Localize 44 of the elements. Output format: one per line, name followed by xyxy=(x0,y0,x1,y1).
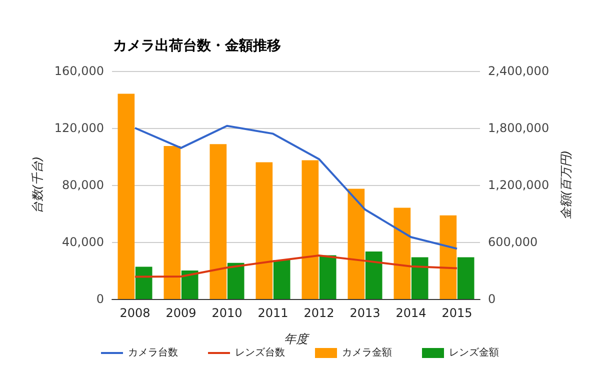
x-tick-label: 2015 xyxy=(442,306,472,320)
bar xyxy=(440,215,457,299)
bar xyxy=(302,160,319,299)
bar xyxy=(319,255,336,299)
y-tick-label: 0 xyxy=(96,292,104,306)
y2-tick-label: 1,800,000 xyxy=(488,121,550,135)
x-tick-label: 2009 xyxy=(166,306,196,320)
legend-label: カメラ台数 xyxy=(128,346,178,358)
y-tick-label: 80,000 xyxy=(62,178,104,192)
x-tick-label: 2014 xyxy=(396,306,426,320)
x-tick-label: 2013 xyxy=(350,306,380,320)
line-series xyxy=(134,254,458,278)
y-tick-label: 40,000 xyxy=(62,235,104,249)
x-tick-label: 2008 xyxy=(120,306,150,320)
legend-label: レンズ金額 xyxy=(449,346,499,358)
x-tick-label: 2012 xyxy=(304,306,334,320)
chart-title: カメラ出荷台数・金額推移 xyxy=(113,37,281,54)
y2-tick-label: 600,000 xyxy=(488,235,538,249)
y2-tick-label: 1,200,000 xyxy=(488,178,550,192)
x-axis-title: 年度 xyxy=(284,332,310,346)
y-tick-label: 160,000 xyxy=(54,64,104,78)
legend-label: レンズ台数 xyxy=(235,346,285,358)
bar xyxy=(164,146,181,299)
y2-tick-label: 2,400,000 xyxy=(488,64,550,78)
bar xyxy=(227,262,244,299)
bar xyxy=(210,144,227,299)
bar xyxy=(135,266,152,299)
bar xyxy=(348,188,365,299)
y2-tick-label: 0 xyxy=(488,292,496,306)
x-tick-label: 2011 xyxy=(258,306,288,320)
line-series xyxy=(134,124,458,250)
bar xyxy=(457,257,474,299)
y-tick-label: 120,000 xyxy=(54,121,104,135)
bar xyxy=(411,257,428,299)
bar xyxy=(273,260,290,299)
bar xyxy=(118,94,135,299)
legend-label: カメラ金額 xyxy=(342,346,392,358)
bar xyxy=(256,162,273,299)
bar xyxy=(181,270,198,299)
bar xyxy=(365,252,382,299)
x-tick-label: 2010 xyxy=(212,306,242,320)
bar xyxy=(394,208,411,299)
y-axis-title: 台数(千台) xyxy=(30,156,44,214)
y2-axis-title: 金額(百万円) xyxy=(558,150,573,220)
